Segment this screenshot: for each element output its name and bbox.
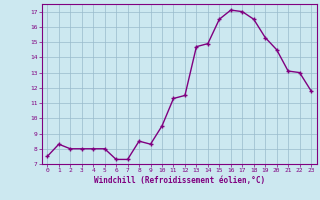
X-axis label: Windchill (Refroidissement éolien,°C): Windchill (Refroidissement éolien,°C) <box>94 176 265 185</box>
